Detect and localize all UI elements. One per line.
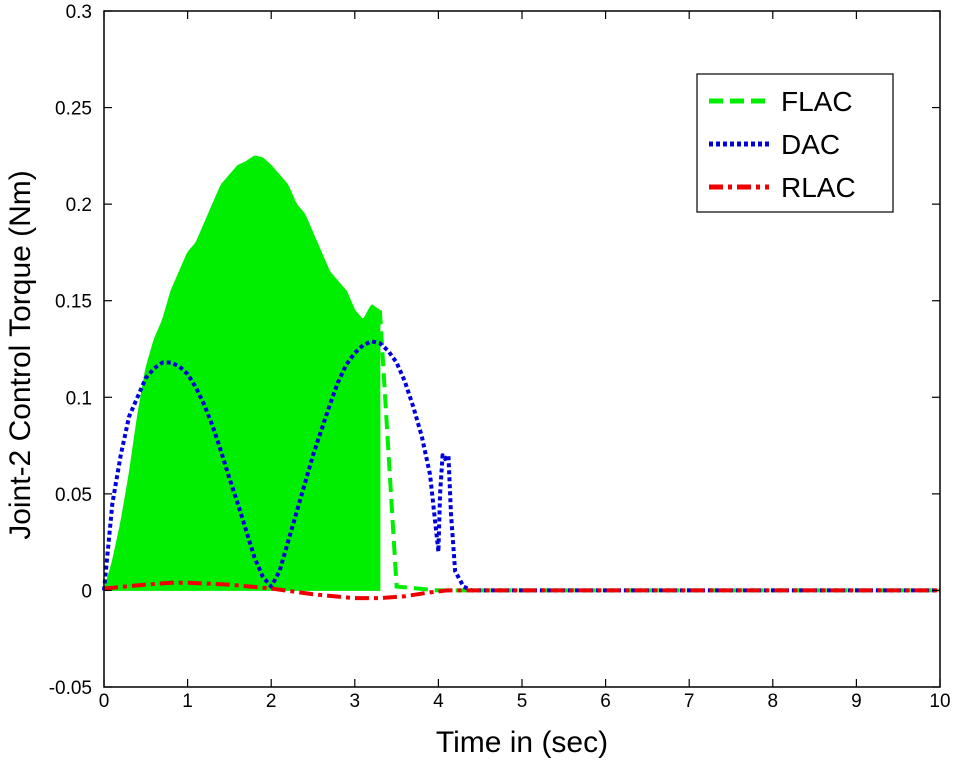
y-tick-label: 0.3 — [66, 2, 92, 23]
y-tick-label: 0.05 — [55, 485, 92, 506]
y-axis-title: Joint-2 Control Torque (Nm) — [4, 170, 37, 540]
x-tick-label: 10 — [929, 691, 950, 712]
y-tick-label: 0.2 — [66, 195, 92, 216]
y-tick-label: 0 — [81, 581, 92, 602]
x-tick-label: 6 — [600, 691, 611, 712]
x-tick-label: 9 — [851, 691, 862, 712]
x-tick-label: 8 — [768, 691, 779, 712]
axis-ticks: 0 1 2 3 4 5 6 7 8 9 10 -0.05 0 0.05 0.1 0.15 0.2 0.25 0.3 — [49, 2, 951, 712]
legend-label-rlac: RLAC — [781, 172, 856, 203]
series-dac-line — [102, 339, 940, 593]
series-rlac-line — [103, 580, 940, 601]
x-axis-title: Time in (sec) — [436, 726, 608, 759]
x-tick-label: 1 — [182, 691, 193, 712]
plot-area — [102, 155, 940, 601]
legend-label-dac: DAC — [781, 129, 840, 160]
x-tick-label: 7 — [684, 691, 695, 712]
x-tick-label: 5 — [517, 691, 528, 712]
x-tick-label: 2 — [266, 691, 277, 712]
y-tick-label: -0.05 — [49, 678, 92, 699]
series-flac-band — [103, 155, 381, 591]
x-tick-label: 4 — [433, 691, 444, 712]
legend: FLAC DAC RLAC — [696, 73, 894, 213]
x-tick-label: 3 — [350, 691, 361, 712]
legend-label-flac: FLAC — [781, 86, 853, 117]
y-tick-label: 0.25 — [55, 99, 92, 120]
y-tick-label: 0.15 — [55, 292, 92, 313]
x-tick-label: 0 — [99, 691, 110, 712]
y-tick-label: 0.1 — [66, 388, 92, 409]
